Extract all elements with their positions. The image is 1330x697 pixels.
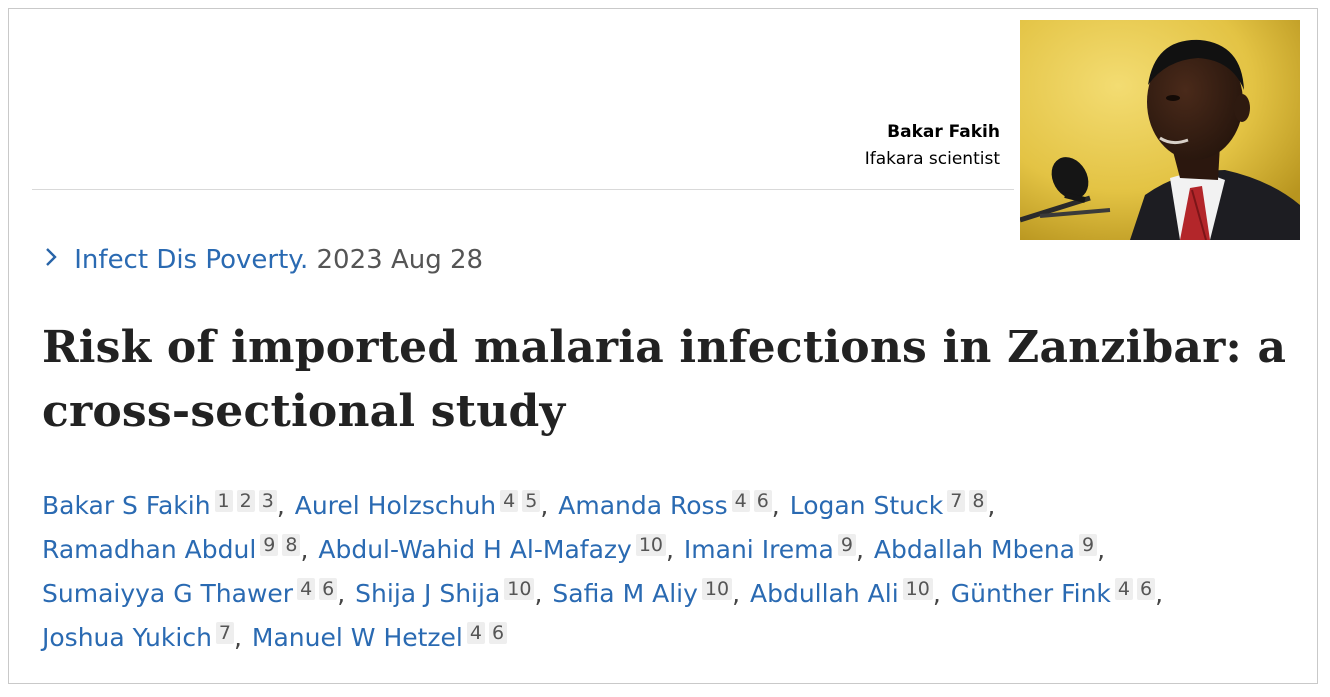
affiliation-badge[interactable]: 3 [258,490,277,512]
journal-name-link[interactable]: Infect Dis Poverty. [74,245,309,275]
author-separator: , [234,623,250,652]
affiliation-badge[interactable]: 4 [500,490,519,512]
author-separator: , [540,491,557,520]
affiliation-badge[interactable]: 4 [297,578,316,600]
photo-caption: Bakar Fakih Ifakara scientist [865,119,1000,173]
author-link[interactable]: Bakar S Fakih [42,491,211,520]
author-link[interactable]: Amanda Ross [558,491,728,520]
author-separator: , [300,535,317,564]
affiliation-badge[interactable]: 6 [488,622,508,644]
affiliation-badge[interactable]: 4 [466,622,485,644]
affiliation-badge[interactable]: 4 [731,490,750,512]
affiliation-badge[interactable]: 9 [1079,534,1098,556]
author-link[interactable]: Sumaiyya G Thawer [42,579,294,608]
author-separator: , [932,579,949,608]
affiliation-badge[interactable]: 10 [504,578,535,600]
author-separator: , [987,491,996,520]
article-title: Risk of imported malaria infections in Z… [42,316,1302,444]
author-separator: , [1155,579,1164,608]
author-separator: , [1097,535,1106,564]
title-line-2: cross-sectional study [42,386,566,437]
affiliation-badge[interactable]: 6 [753,490,772,512]
author-list: Bakar S Fakih 1 2 3, Aurel Holzschuh 4 5, Ama… [42,484,1292,660]
author-link[interactable]: Abdullah Ali [749,579,899,608]
chevron-right-icon[interactable] [44,244,66,276]
affiliation-badge[interactable]: 9 [260,534,279,556]
affiliation-badge[interactable]: 8 [969,490,988,512]
caption-role: Ifakara scientist [864,149,1000,169]
author-separator: , [732,579,748,608]
author-link[interactable]: Safia M Aliy [552,579,698,608]
affiliation-badge[interactable]: 1 [214,490,233,512]
affiliation-badge[interactable]: 5 [522,490,541,512]
author-separator: , [276,491,293,520]
affiliation-badge[interactable]: 10 [701,578,733,600]
portrait-photo-icon [1020,20,1300,240]
author-link[interactable]: Joshua Yukich [42,623,212,652]
affiliation-badge[interactable]: 6 [1137,578,1156,600]
title-line-1: Risk of imported malaria infections in Z… [42,322,1287,373]
author-link[interactable]: Shija J Shija [355,579,501,608]
affiliation-badge[interactable]: 2 [236,490,255,512]
author-separator: , [534,579,551,608]
author-link[interactable]: Ramadhan Abdul [42,535,257,564]
publication-date: 2023 Aug 28 [316,245,484,275]
affiliation-badge[interactable]: 10 [902,578,933,600]
author-separator: , [771,491,788,520]
author-link[interactable]: Günther Fink [950,579,1111,608]
author-separator: , [666,535,682,564]
affiliation-badge[interactable]: 7 [215,622,235,644]
affiliation-badge[interactable]: 9 [837,534,856,556]
caption-name: Bakar Fakih [887,122,1000,142]
divider [32,189,1014,190]
affiliation-badge[interactable]: 4 [1114,578,1134,600]
affiliation-badge[interactable]: 10 [635,534,666,556]
author-separator: , [337,579,354,608]
author-link[interactable]: Abdallah Mbena [873,535,1076,564]
author-link[interactable]: Logan Stuck [789,491,944,520]
author-separator: , [855,535,872,564]
author-link[interactable]: Manuel W Hetzel [251,623,463,652]
affiliation-badge[interactable]: 8 [282,534,301,556]
author-link[interactable]: Abdul-Wahid H Al-Mafazy [318,535,632,564]
affiliation-badge[interactable]: 7 [947,490,966,512]
affiliation-badge[interactable]: 6 [319,578,338,600]
journal-citation: Infect Dis Poverty. 2023 Aug 28 [44,244,483,276]
author-link[interactable]: Imani Irema [683,535,834,564]
author-link[interactable]: Aurel Holzschuh [294,491,497,520]
